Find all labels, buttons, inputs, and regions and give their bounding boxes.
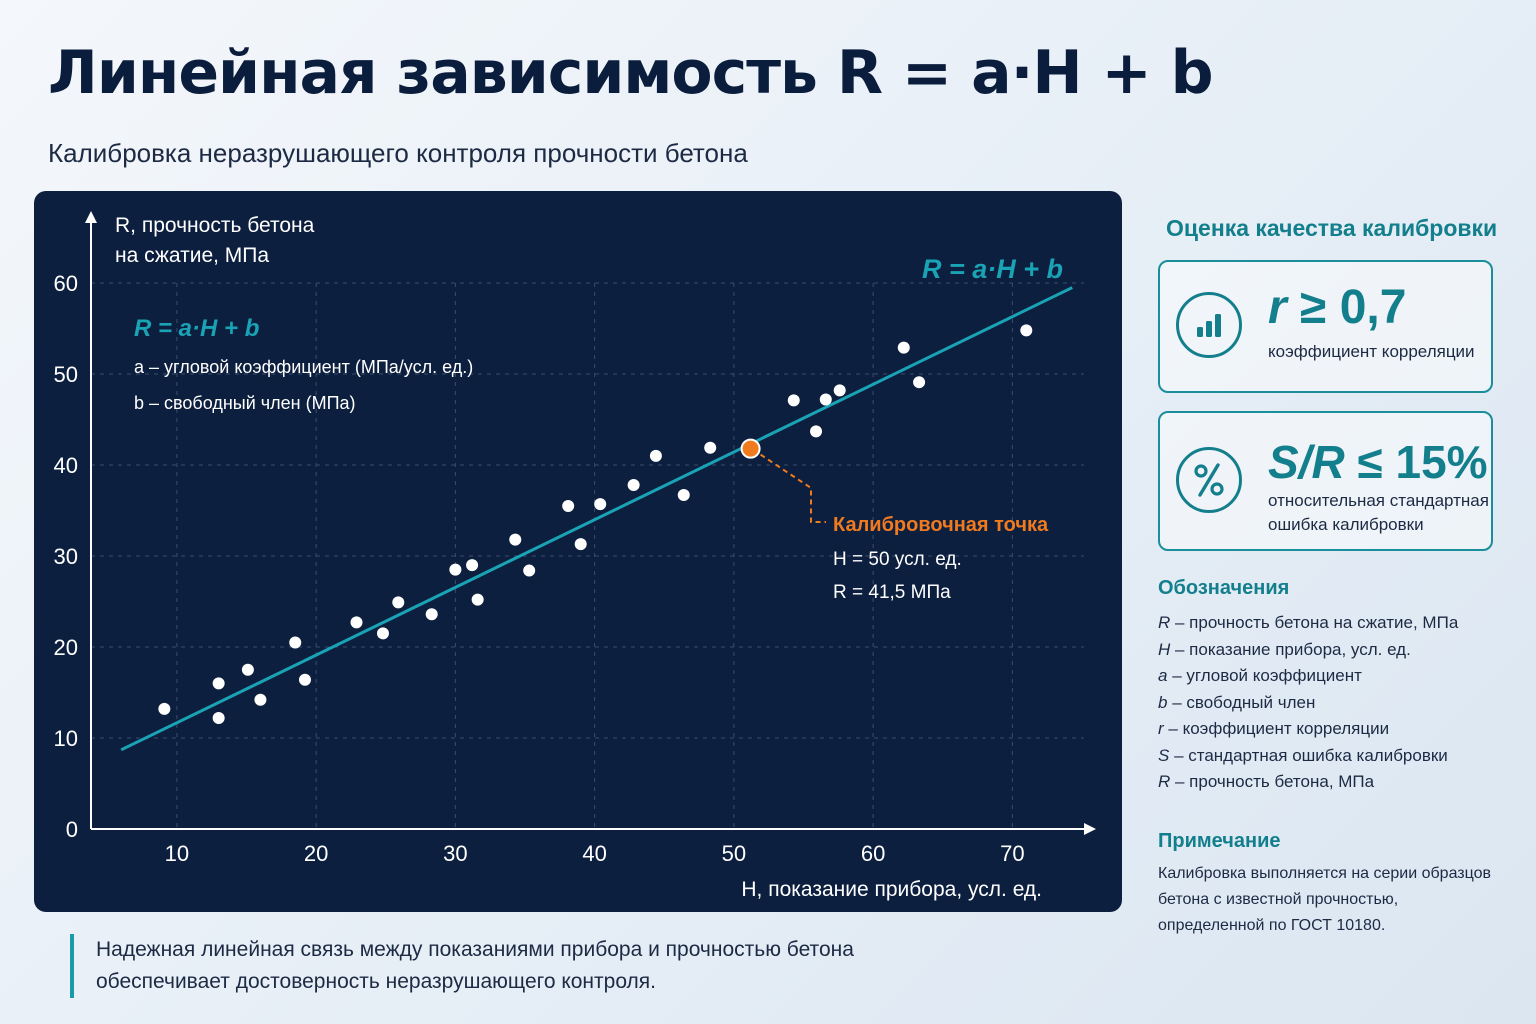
formula-a-desc: a – угловой коэффициент (МПа/усл. ед.) xyxy=(134,357,473,377)
data-point xyxy=(704,441,717,454)
y-tick-label: 40 xyxy=(54,453,78,478)
x-tick-label: 20 xyxy=(304,841,328,866)
y-tick-label: 20 xyxy=(54,635,78,660)
data-point xyxy=(471,593,484,606)
x-tick-label: 40 xyxy=(582,841,606,866)
data-point xyxy=(212,677,225,690)
x-tick-label: 10 xyxy=(165,841,189,866)
quality-heading: Оценка качества калибровки xyxy=(1166,215,1498,241)
chart-panel: 10 20 30 40 50 60 70 0 10 20 30 40 50 60 H, показание … xyxy=(34,191,1122,912)
data-point xyxy=(254,693,267,706)
page-title: Линейная зависимость R = a·H + b xyxy=(48,38,1214,108)
percent-icon xyxy=(1176,447,1242,513)
scatter-chart: 10 20 30 40 50 60 70 0 10 20 30 40 50 60 H, показание … xyxy=(54,211,1096,901)
calibration-h-value: H = 50 усл. ед. xyxy=(833,549,962,570)
data-point xyxy=(913,376,926,389)
correlation-card: r ≥ 0,7 коэффициент корреляции xyxy=(1158,260,1493,393)
legend-item: R – прочность бетона на сжатие, МПа xyxy=(1158,613,1459,632)
data-point xyxy=(425,608,438,621)
data-point xyxy=(392,596,405,609)
x-tick-label: 30 xyxy=(443,841,467,866)
calibration-point xyxy=(740,438,761,459)
calibration-leader-line xyxy=(760,453,826,523)
correlation-desc: коэффициент корреляции xyxy=(1268,342,1475,361)
data-point xyxy=(523,564,536,577)
data-point xyxy=(298,673,311,686)
data-point xyxy=(562,499,575,512)
data-point xyxy=(897,341,910,354)
data-point xyxy=(509,533,522,546)
bar-chart-icon xyxy=(1176,292,1242,358)
relative-error-card: S/R ≤ 15% относительная стандартная ошиб… xyxy=(1158,411,1493,551)
x-axis-title: H, показание прибора, усл. ед. xyxy=(741,878,1042,901)
data-point xyxy=(449,563,462,576)
data-point xyxy=(787,394,800,407)
data-point xyxy=(819,393,832,406)
formula-text: R = a·H + b xyxy=(134,315,259,342)
data-point xyxy=(289,636,302,649)
data-point xyxy=(594,498,607,511)
legend-item: r – коэффициент корреляции xyxy=(1158,719,1390,738)
legend-list: R – прочность бетона на сжатие, МПа H – … xyxy=(1158,610,1498,796)
y-tick-label: 50 xyxy=(54,362,78,387)
data-point xyxy=(241,663,254,676)
y-tick-label: 10 xyxy=(54,726,78,751)
y-axis-title-line2: на сжатие, МПа xyxy=(115,244,269,267)
x-axis-arrow xyxy=(1084,823,1096,835)
calibration-r-value: R = 41,5 МПа xyxy=(833,582,951,603)
legend-item: R – прочность бетона, МПа xyxy=(1158,772,1375,791)
data-point xyxy=(574,538,587,551)
y-tick-label: 60 xyxy=(54,271,78,296)
remark-heading: Примечание xyxy=(1158,829,1281,852)
page-subtitle: Калибровка неразрушающего контроля прочн… xyxy=(48,138,748,168)
data-point xyxy=(212,711,225,724)
legend-item: a – угловой коэффициент xyxy=(1158,666,1362,685)
data-point xyxy=(350,616,363,629)
data-point xyxy=(677,489,690,502)
data-point xyxy=(627,479,640,492)
footer-note: Надежная линейная связь между показаниям… xyxy=(70,934,916,998)
y-axis-arrow xyxy=(85,211,97,223)
data-point xyxy=(466,559,479,572)
legend-item: S – стандартная ошибка калибровки xyxy=(1158,745,1448,765)
legend-heading: Обозначения xyxy=(1158,577,1290,599)
regression-line-label: R = a·H + b xyxy=(922,254,1063,284)
formula-b-desc: b – свободный член (МПа) xyxy=(134,393,356,413)
data-point xyxy=(649,449,662,462)
regression-line xyxy=(120,286,1073,752)
x-tick-label: 50 xyxy=(722,841,746,866)
y-tick-label: 30 xyxy=(54,544,78,569)
data-point xyxy=(833,384,846,397)
relative-error-value: S/R ≤ 15% xyxy=(1268,436,1488,488)
x-tick-label: 60 xyxy=(861,841,885,866)
data-point xyxy=(1020,324,1033,337)
relative-error-desc: относительная стандартная ошибка калибро… xyxy=(1268,491,1489,534)
data-point xyxy=(376,627,389,640)
x-tick-label: 70 xyxy=(1000,841,1024,866)
y-axis-title-line1: R, прочность бетона xyxy=(115,214,315,237)
data-point xyxy=(810,425,823,438)
legend-item: H – показание прибора, усл. ед. xyxy=(1158,639,1411,659)
data-point xyxy=(158,702,171,715)
remark-text: Калибровка выполняется на серии образцов… xyxy=(1158,864,1492,934)
side-panel: Оценка качества калибровки r ≥ 0,7 коэфф… xyxy=(1158,215,1498,939)
correlation-value: r ≥ 0,7 xyxy=(1268,281,1407,334)
calibration-label: Калибровочная точка xyxy=(833,514,1049,536)
legend-item: b – свободный член xyxy=(1158,692,1316,712)
y-tick-label: 0 xyxy=(66,817,78,842)
